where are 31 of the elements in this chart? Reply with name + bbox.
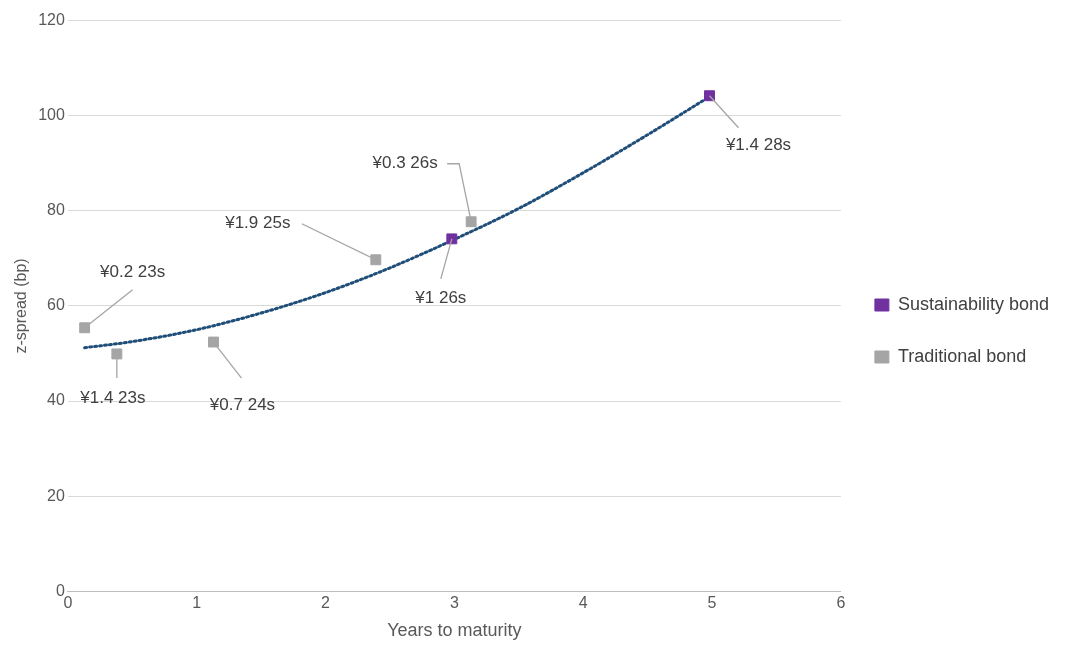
x-axis-title: Years to maturity <box>387 620 522 641</box>
annotation: ¥0.7 24s <box>208 394 276 414</box>
point <box>79 322 91 334</box>
point <box>704 90 715 102</box>
x-tick-label: 2 <box>321 594 331 612</box>
annotation: ¥0.3 26s <box>371 153 438 173</box>
legend-label: Sustainability bond <box>897 293 1050 314</box>
y-tick-label: 0 <box>55 581 65 599</box>
legend-label: Traditional bond <box>897 345 1027 366</box>
x-tick-label: 5 <box>707 594 717 612</box>
x-tick-label: 1 <box>192 594 202 612</box>
y-tick-label: 60 <box>47 296 65 314</box>
point <box>111 348 123 360</box>
annotation: ¥1.4 23s <box>79 387 146 407</box>
y-tick-label: 40 <box>47 391 65 409</box>
annotation: ¥1.4 28s <box>724 135 792 155</box>
annotation: ¥1.9 25s <box>224 213 291 233</box>
y-tick-label: 20 <box>47 486 65 504</box>
point <box>370 254 382 266</box>
y-axis-title: z-spread (bp) <box>12 258 30 354</box>
point <box>208 336 219 348</box>
point <box>446 233 458 245</box>
point <box>465 216 477 228</box>
x-tick-label: 3 <box>449 594 459 612</box>
x-tick-label: 4 <box>578 594 588 612</box>
y-tick-label: 80 <box>47 201 65 219</box>
annotation: ¥1 26s <box>414 287 467 307</box>
annotation: ¥0.2 23s <box>99 262 166 282</box>
y-tick-label: 120 <box>38 11 65 29</box>
y-tick-label: 100 <box>38 106 65 124</box>
x-tick-label: 6 <box>836 594 846 612</box>
